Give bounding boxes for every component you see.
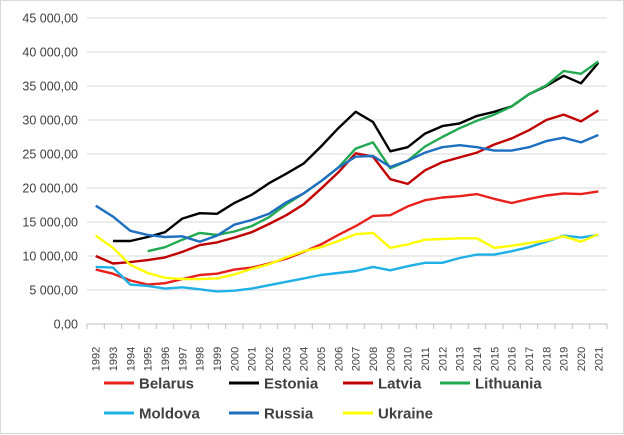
y-tick-label: 25 000,00	[22, 148, 78, 162]
series-line-ukraine	[95, 231, 599, 281]
legend-label-latvia: Latvia	[378, 376, 422, 393]
x-tick-label: 2001	[247, 347, 259, 371]
x-tick-label: 2009	[385, 347, 397, 371]
x-tick-label: 2017	[524, 347, 536, 371]
y-tick-label: 45 000,00	[22, 12, 78, 26]
series-line-lithuania	[147, 60, 599, 253]
legend-label-ukraine: Ukraine	[378, 406, 433, 423]
x-tick-label: 2016	[507, 347, 519, 371]
y-tick-label: 30 000,00	[22, 114, 78, 128]
y-tick-label: 10 000,00	[22, 250, 78, 264]
y-tick-label: 20 000,00	[22, 182, 78, 196]
legend-label-estonia: Estonia	[264, 376, 319, 393]
x-tick-label: 2005	[316, 347, 328, 371]
x-tick-label: 2012	[437, 347, 449, 371]
legend-label-moldova: Moldova	[139, 406, 200, 423]
y-tick-label: 35 000,00	[22, 80, 78, 94]
x-tick-label: 1998	[195, 347, 207, 371]
y-tick-label: 40 000,00	[22, 46, 78, 60]
x-tick-label: 2006	[333, 347, 345, 371]
series-line-moldova	[95, 233, 599, 293]
series-line-estonia	[113, 62, 600, 243]
x-tick-label: 1993	[108, 347, 120, 371]
series-line-russia	[95, 133, 599, 243]
x-tick-label: 2020	[576, 347, 588, 371]
series-line-latvia	[95, 109, 599, 265]
y-tick-label: 5 000,00	[29, 284, 78, 298]
x-tick-label: 2013	[455, 347, 467, 371]
x-tick-label: 2010	[403, 347, 415, 371]
x-tick-label: 1996	[160, 347, 172, 371]
x-tick-label: 2007	[351, 347, 363, 371]
x-tick-label: 2000	[229, 347, 241, 371]
legend-label-russia: Russia	[264, 406, 314, 423]
x-tick-label: 1997	[177, 347, 189, 371]
y-tick-label: 15 000,00	[22, 216, 78, 230]
x-tick-label: 2014	[472, 347, 484, 371]
y-tick-label: 0,00	[54, 318, 78, 332]
x-tick-label: 1994	[125, 347, 137, 371]
x-tick-label: 1999	[212, 347, 224, 371]
x-tick-label: 2021	[593, 347, 605, 371]
x-axis-tick-labels: 1992 1993 1994 1995 1996 1997 1998 1999 2000 2001…	[91, 347, 606, 371]
x-tick-label: 2015	[489, 347, 501, 371]
x-tick-label: 2018	[541, 347, 553, 371]
legend-label-lithuania: Lithuania	[475, 376, 542, 393]
x-tick-label: 2003	[281, 347, 293, 371]
x-tick-label: 1995	[143, 347, 155, 371]
x-tick-label: 2019	[559, 347, 571, 371]
x-tick-label: 2011	[420, 347, 432, 371]
x-tick-label: 2004	[299, 347, 311, 371]
y-axis-tick-labels: 0,00 5 000,00 10 000,00 15 000,00 20 000,00 2…	[22, 12, 78, 332]
legend: Belarus Estonia Latvia Lithuania Moldova Russ…	[104, 376, 542, 423]
x-tick-label: 2002	[264, 347, 276, 371]
x-tick-label: 1992	[91, 347, 103, 371]
series-lines	[95, 60, 600, 293]
gridlines	[86, 17, 608, 329]
legend-label-belarus: Belarus	[139, 376, 194, 393]
x-tick-label: 2008	[368, 347, 380, 371]
